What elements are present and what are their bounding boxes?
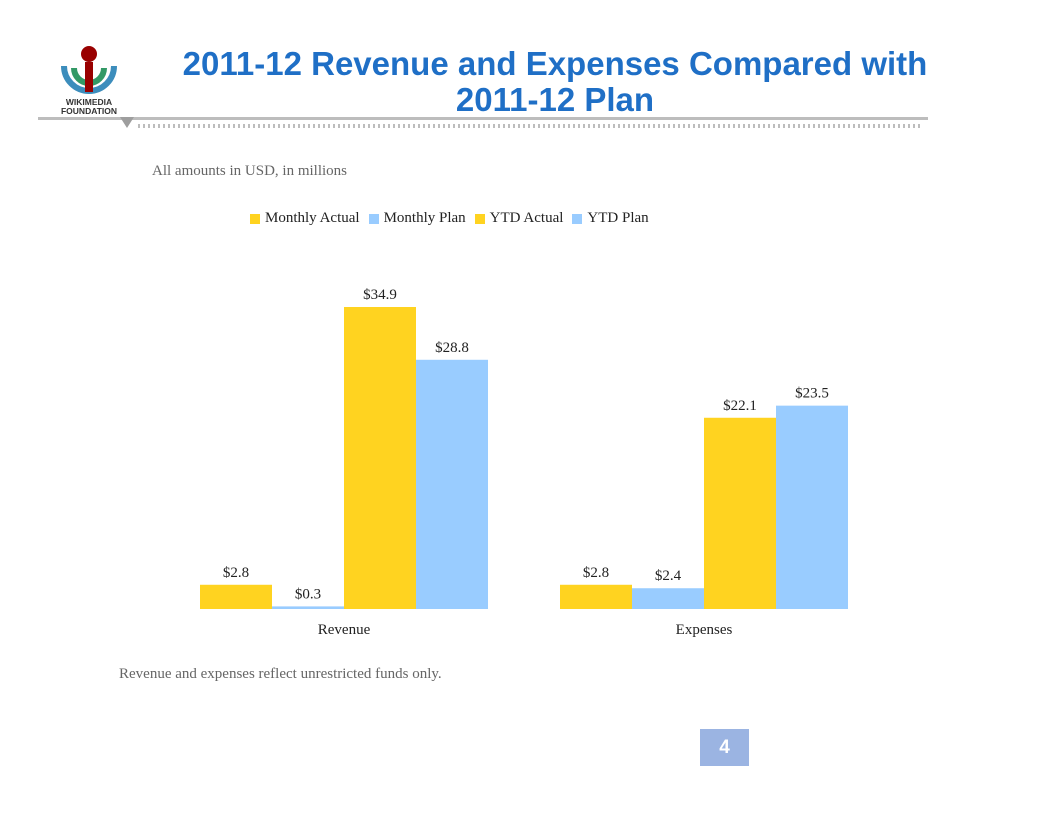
bar bbox=[632, 588, 704, 609]
page-number: 4 bbox=[700, 729, 749, 766]
legend-label: YTD Plan bbox=[587, 210, 649, 226]
data-label: $23.5 bbox=[795, 386, 829, 402]
data-label: $34.9 bbox=[363, 287, 397, 303]
legend-label: YTD Actual bbox=[489, 210, 564, 226]
bar bbox=[416, 359, 488, 609]
data-label: $2.8 bbox=[583, 565, 609, 581]
data-label: $2.4 bbox=[655, 568, 682, 584]
category-label: Expenses bbox=[676, 622, 733, 638]
chart-legend: Monthly Actual Monthly Plan YTD Actual YTD … bbox=[250, 210, 649, 227]
chart-footnote: Revenue and expenses reflect unrestricte… bbox=[119, 666, 442, 682]
bar bbox=[776, 405, 848, 609]
legend-item: Monthly Actual bbox=[250, 210, 360, 227]
legend-swatch bbox=[474, 213, 485, 224]
page-title: 2011-12 Revenue and Expenses Compared wi… bbox=[182, 45, 928, 118]
data-label: $28.8 bbox=[435, 340, 469, 356]
header-rule bbox=[38, 117, 928, 128]
bar bbox=[200, 584, 272, 609]
wikimedia-logo: WIKIMEDIA FOUNDATION bbox=[61, 46, 117, 116]
bar bbox=[560, 584, 632, 609]
logo-text-line2: FOUNDATION bbox=[61, 106, 117, 116]
legend-label: Monthly Plan bbox=[383, 210, 466, 226]
category-label: Revenue bbox=[318, 622, 371, 638]
legend-swatch bbox=[572, 213, 583, 224]
legend-label: Monthly Actual bbox=[265, 210, 360, 226]
legend-swatch bbox=[368, 213, 379, 224]
chart-subtitle: All amounts in USD, in millions bbox=[152, 163, 348, 179]
logo-text-line1: WIKIMEDIA bbox=[66, 97, 112, 107]
data-label: $22.1 bbox=[723, 398, 757, 414]
bar bbox=[704, 417, 776, 609]
legend-item: YTD Plan bbox=[572, 210, 649, 227]
legend-swatch bbox=[250, 213, 260, 224]
legend-item: Monthly Plan bbox=[368, 210, 466, 227]
bar bbox=[272, 606, 344, 609]
legend-item: YTD Actual bbox=[474, 210, 564, 227]
data-label: $2.8 bbox=[223, 565, 249, 581]
data-label: $0.3 bbox=[295, 586, 321, 602]
bar bbox=[344, 307, 416, 609]
